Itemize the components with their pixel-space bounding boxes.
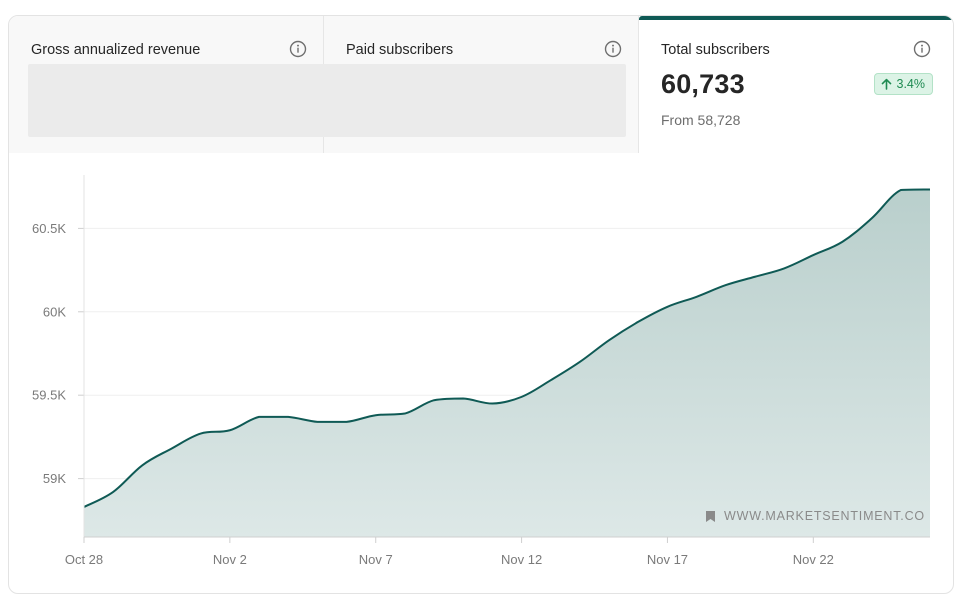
series-area — [84, 189, 930, 537]
x-tick-label: Nov 2 — [213, 552, 247, 567]
change-badge: 3.4% — [873, 73, 933, 95]
total-subscribers-value: 60,733 — [661, 69, 745, 99]
y-tick-label: 59.5K — [32, 388, 66, 403]
x-tick-label: Nov 7 — [359, 552, 393, 567]
change-percent: 3.4% — [896, 77, 926, 91]
active-tab-indicator — [639, 16, 953, 20]
metric-tabs: Gross annualized revenue Paid subscriber… — [9, 16, 953, 153]
tab-title: Total subscribers — [661, 42, 770, 58]
info-icon[interactable] — [604, 40, 622, 58]
watermark: WWW.MARKETSENTIMENT.CO — [706, 509, 925, 523]
info-icon[interactable] — [289, 40, 307, 58]
loading-placeholder — [28, 64, 626, 137]
x-axis-labels: Oct 28 Nov 2 Nov 7 Nov 12 Nov 17 Nov 22 — [65, 537, 834, 567]
x-tick-label: Oct 28 — [65, 552, 103, 567]
y-tick-label: 60K — [43, 304, 66, 319]
x-tick-label: Nov 22 — [793, 552, 834, 567]
x-tick-label: Nov 12 — [501, 552, 542, 567]
from-value: From 58,728 — [661, 112, 741, 128]
bookmark-icon — [706, 511, 715, 522]
y-tick-label: 60.5K — [32, 221, 66, 236]
arrow-up-icon — [881, 78, 891, 90]
watermark-text: WWW.MARKETSENTIMENT.CO — [724, 509, 925, 523]
tab-title: Paid subscribers — [346, 42, 454, 58]
tab-total-subscribers[interactable]: Total subscribers 60,733 3.4% From 58,72… — [639, 16, 953, 153]
info-icon[interactable] — [913, 40, 931, 58]
y-tick-label: 59K — [43, 471, 66, 486]
y-axis-labels: 59K 59.5K 60K 60.5K — [32, 221, 66, 486]
tab-title: Gross annualized revenue — [31, 42, 201, 58]
x-tick-label: Nov 17 — [647, 552, 688, 567]
series-line — [83, 188, 931, 508]
